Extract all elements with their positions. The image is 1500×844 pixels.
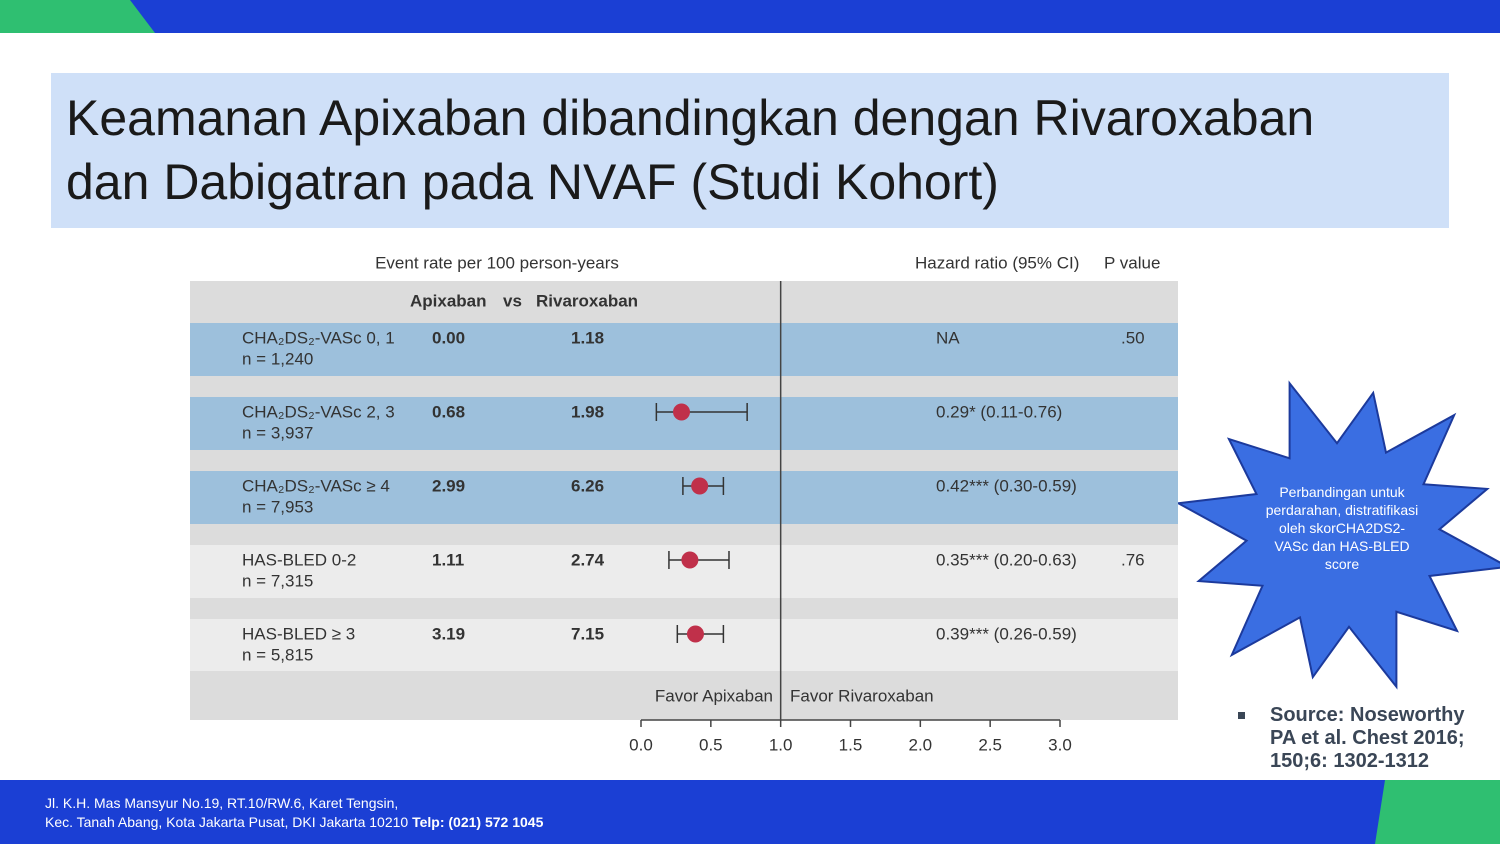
source-line: PA et al. Chest 2016;: [1270, 727, 1465, 749]
hr-label: 0.42*** (0.30-0.59): [936, 476, 1077, 495]
header-band: [190, 281, 1178, 323]
top-band: [0, 0, 1500, 33]
hr-point: [691, 477, 709, 495]
x-tick-label: 2.0: [909, 735, 933, 754]
row-n: n = 7,953: [242, 497, 313, 516]
row-label: CHA₂DS₂-VASc 2, 3: [242, 402, 395, 421]
row-band: [190, 619, 1178, 672]
title-box: Keamanan Apixaban dibandingkan dengan Ri…: [51, 73, 1449, 228]
row-label: CHA₂DS₂-VASc 0, 1: [242, 328, 395, 347]
vs: vs: [503, 291, 522, 310]
rate-b: 2.74: [571, 550, 605, 569]
footer-band: [190, 671, 1178, 720]
x-tick-label: 0.5: [699, 735, 723, 754]
row-gap: [190, 376, 1178, 397]
row-gap: [190, 598, 1178, 619]
top-accent: [0, 0, 155, 33]
group-b: Rivaroxaban: [536, 291, 638, 310]
row-n: n = 1,240: [242, 349, 313, 368]
hr-label: 0.29* (0.11-0.76): [936, 402, 1062, 421]
header-right: Hazard ratio (95% CI): [915, 253, 1079, 272]
footer-line: Kec. Tanah Abang, Kota Jakarta Pusat, DK…: [45, 814, 543, 830]
x-tick-label: 1.5: [839, 735, 863, 754]
header-p: P value: [1104, 253, 1160, 272]
p-value: .50: [1121, 328, 1145, 347]
group-a: Apixaban: [410, 291, 487, 310]
footer-line: Jl. K.H. Mas Mansyur No.19, RT.10/RW.6, …: [45, 795, 399, 811]
title-line: dan Dabigatran pada NVAF (Studi Kohort): [66, 154, 999, 210]
source-line: Source: Noseworthy: [1270, 704, 1465, 726]
header-left: Event rate per 100 person-years: [375, 253, 619, 272]
hr-point: [686, 625, 704, 643]
x-tick-label: 1.0: [769, 735, 793, 754]
source-line: 150;6: 1302-1312: [1270, 750, 1430, 772]
p-value: .76: [1121, 550, 1145, 569]
row-gap: [190, 450, 1178, 471]
x-tick-label: 0.0: [629, 735, 653, 754]
x-tick-label: 2.5: [978, 735, 1002, 754]
forest-plot: Event rate per 100 person-years Hazard ra…: [190, 253, 1178, 754]
rate-b: 1.98: [571, 402, 604, 421]
hr-label: 0.35*** (0.20-0.63): [936, 550, 1077, 569]
title-line: Keamanan Apixaban dibandingkan dengan Ri…: [66, 90, 1315, 146]
bottom-band: [0, 780, 1500, 844]
hr-label: 0.39*** (0.26-0.59): [936, 624, 1077, 643]
rate-a: 2.99: [432, 476, 465, 495]
hr-point: [673, 403, 691, 421]
row-gap: [190, 524, 1178, 545]
bullet: [1238, 712, 1245, 719]
rate-a: 0.68: [432, 402, 465, 421]
footer-address: Kec. Tanah Abang, Kota Jakarta Pusat, DK…: [45, 814, 409, 830]
row-label: HAS-BLED ≥ 3: [242, 624, 355, 643]
bottom-accent: [1375, 780, 1500, 844]
rate-b: 7.15: [571, 624, 604, 643]
rate-a: 3.19: [432, 624, 465, 643]
footer-phone: Telp: (021) 572 1045: [412, 814, 544, 830]
row-label: HAS-BLED 0-2: [242, 550, 356, 569]
rate-b: 6.26: [571, 476, 604, 495]
hr-label: NA: [936, 328, 960, 347]
row-band: [190, 471, 1178, 524]
favor-right: Favor Rivaroxaban: [790, 686, 934, 705]
row-band: [190, 323, 1178, 376]
row-n: n = 3,937: [242, 423, 313, 442]
x-tick-label: 3.0: [1048, 735, 1072, 754]
row-n: n = 5,815: [242, 645, 313, 664]
rate-b: 1.18: [571, 328, 604, 347]
row-label: CHA₂DS₂-VASc ≥ 4: [242, 476, 390, 495]
rate-a: 1.11: [432, 550, 464, 569]
callout-star: [1175, 380, 1500, 690]
row-band: [190, 545, 1178, 598]
row-n: n = 7,315: [242, 571, 313, 590]
hr-point: [681, 551, 699, 569]
callout-text: Perbandingan untuk perdarahan, distratif…: [1265, 484, 1419, 572]
rate-a: 0.00: [432, 328, 465, 347]
favor-left: Favor Apixaban: [655, 686, 773, 705]
